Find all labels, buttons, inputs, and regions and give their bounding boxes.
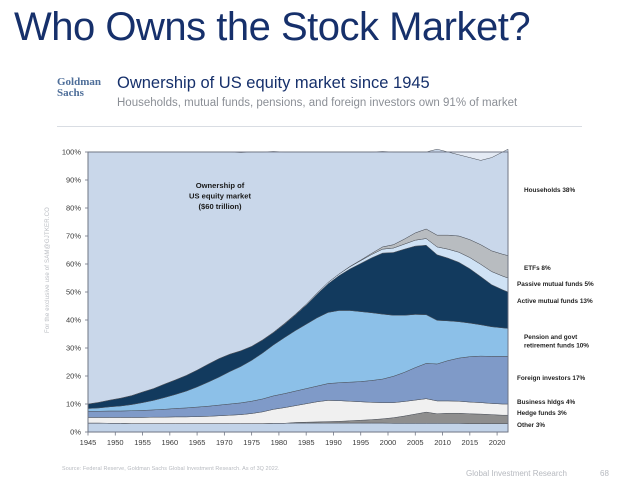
y-axis-tick-label: 50%	[66, 288, 81, 297]
series-label-foreign-investors: Foreign investors 17%	[517, 375, 586, 382]
x-axis-tick-label: 2005	[407, 438, 424, 447]
y-axis-tick-label: 100%	[62, 148, 82, 157]
goldman-sachs-logo: Goldman Sachs	[57, 77, 109, 99]
y-axis-tick-label: 20%	[66, 372, 81, 381]
y-axis-tick-label: 80%	[66, 204, 81, 213]
x-axis-tick-label: 1995	[352, 438, 369, 447]
series-label-business-hldgs: Business hldgs 4%	[517, 399, 576, 406]
source-note: Source: Federal Reserve, Goldman Sachs G…	[62, 466, 280, 472]
series-label-passive-mutual-funds: Passive mutual funds 5%	[517, 281, 594, 288]
x-axis-tick-label: 1955	[134, 438, 151, 447]
chart-annotation-line: ($60 trillion)	[198, 202, 242, 211]
y-axis-tick-label: 10%	[66, 400, 81, 409]
y-axis-tick-label: 30%	[66, 344, 81, 353]
y-axis-tick-label: 70%	[66, 232, 81, 241]
series-label-etfs: ETFs 8%	[524, 265, 551, 272]
series-label-pension-and-govt-retirement-funds: Pension and govt	[524, 334, 578, 341]
series-label-hedge-funds: Hedge funds 3%	[517, 410, 567, 417]
x-axis-tick-label: 2000	[380, 438, 397, 447]
series-label-pension-and-govt-retirement-funds-line2: retirement funds 10%	[524, 343, 589, 350]
x-axis-tick-label: 1970	[216, 438, 233, 447]
chart-title: Ownership of US equity market since 1945	[117, 74, 430, 92]
x-axis-tick-label: 1965	[189, 438, 206, 447]
y-axis-tick-label: 40%	[66, 316, 81, 325]
footer-division: Global Investment Research	[466, 469, 567, 478]
y-axis-tick-label: 0%	[70, 428, 81, 437]
x-axis-tick-label: 2010	[434, 438, 451, 447]
series-label-other: Other 3%	[517, 422, 545, 429]
series-label-households: Households 38%	[524, 187, 575, 194]
footer-page-number: 68	[600, 469, 609, 478]
x-axis-tick-label: 1980	[271, 438, 288, 447]
area-series-other	[87, 422, 509, 433]
logo-line-2: Sachs	[57, 87, 84, 99]
x-axis-tick-label: 1975	[243, 438, 260, 447]
x-axis-tick-label: 2020	[489, 438, 506, 447]
series-label-active-mutual-funds: Active mutual funds 13%	[517, 298, 593, 305]
logo-line-1: Goldman	[57, 76, 102, 88]
y-axis-tick-label: 60%	[66, 260, 81, 269]
x-axis-tick-label: 1950	[107, 438, 124, 447]
x-axis-tick-label: 1945	[80, 438, 97, 447]
x-axis-tick-label: 1960	[161, 438, 178, 447]
header-divider	[57, 126, 582, 127]
x-axis-tick-label: 1985	[298, 438, 315, 447]
chart-subtitle: Households, mutual funds, pensions, and …	[117, 97, 518, 109]
y-axis-tick-label: 90%	[66, 176, 81, 185]
chart-annotation-line: Ownership of	[196, 181, 245, 190]
x-axis-tick-label: 1990	[325, 438, 342, 447]
chart-annotation-line: US equity market	[189, 192, 252, 201]
x-axis-tick-label: 2015	[461, 438, 478, 447]
page-title: Who Owns the Stock Market?	[14, 5, 531, 49]
